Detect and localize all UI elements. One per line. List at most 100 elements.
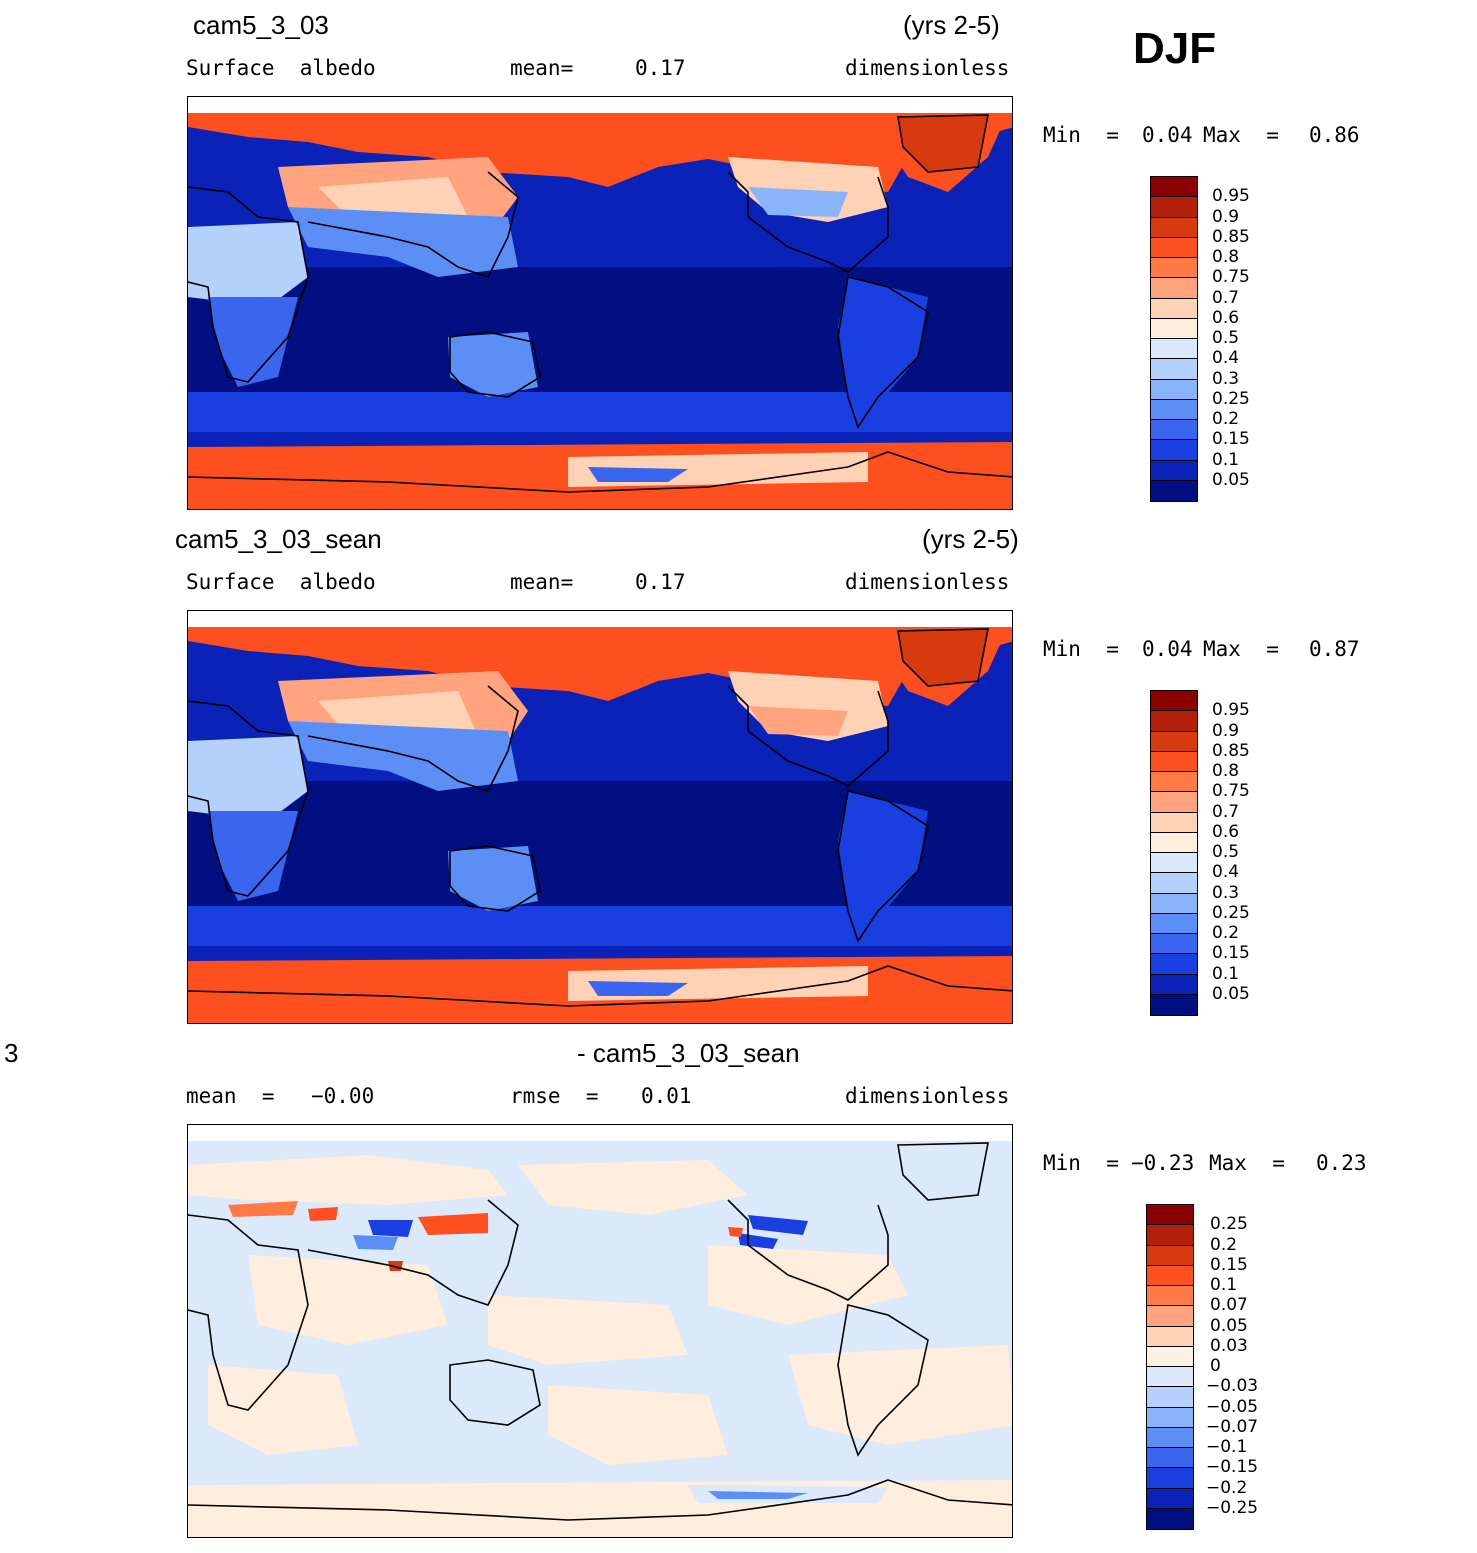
colorbar-tick-label: 0.15 bbox=[1210, 1254, 1248, 1275]
colorbar-segment bbox=[1151, 893, 1197, 914]
colorbar-segment bbox=[1151, 379, 1197, 400]
panel2-mean-label: mean= bbox=[510, 570, 574, 594]
panel3-rmse-value: 0.01 bbox=[641, 1084, 692, 1108]
colorbar-tick-label: 0.15 bbox=[1212, 943, 1250, 964]
panel3-colorbar bbox=[1146, 1204, 1194, 1530]
panel3-colorbar-labels: 0.25 0.2 0.15 0.1 0.07 0.05 0.03 0 −0.03 −0.05 −0.… bbox=[1206, 1204, 1276, 1530]
colorbar-tick-label: 0.85 bbox=[1212, 740, 1250, 761]
colorbar-segment bbox=[1147, 1468, 1193, 1489]
colorbar-tick-label: 0.6 bbox=[1212, 821, 1240, 842]
panel1-max-value: 0.86 bbox=[1309, 123, 1360, 147]
colorbar-tick-label: 0.7 bbox=[1212, 287, 1240, 308]
colorbar-tick-label: 0.8 bbox=[1212, 761, 1240, 781]
colorbar-segment bbox=[1151, 318, 1197, 339]
season-label: DJF bbox=[1133, 24, 1217, 73]
colorbar-segment bbox=[1147, 1225, 1193, 1246]
colorbar-segment bbox=[1151, 853, 1197, 874]
colorbar-segment bbox=[1151, 237, 1197, 258]
panel2-years: (yrs 2-5) bbox=[922, 524, 1019, 554]
panel3-units: dimensionless bbox=[845, 1084, 1010, 1108]
panel3-min-value: −0.23 bbox=[1131, 1151, 1195, 1175]
colorbar-segment bbox=[1151, 298, 1197, 319]
colorbar-tick-label: 0.75 bbox=[1212, 781, 1250, 802]
panel3-case-name: - cam5_3_03_sean bbox=[577, 1038, 800, 1068]
panel3-map-svg bbox=[188, 1125, 1012, 1537]
panel2-variable: Surface albedo bbox=[186, 570, 376, 594]
colorbar-tick-label: 0.05 bbox=[1212, 983, 1250, 1004]
panel1-variable: Surface albedo bbox=[186, 56, 376, 80]
colorbar-tick-label: −0.03 bbox=[1206, 1376, 1259, 1397]
panel1-min-value: 0.04 bbox=[1142, 123, 1193, 147]
panel3-map bbox=[187, 1124, 1013, 1538]
colorbar-tick-label: 0.9 bbox=[1212, 720, 1240, 741]
colorbar-tick-label: 0.5 bbox=[1212, 328, 1240, 348]
panel1-units: dimensionless bbox=[845, 56, 1010, 80]
colorbar-tick-label: −0.2 bbox=[1206, 1477, 1248, 1498]
colorbar-tick-label: 0.7 bbox=[1212, 801, 1240, 822]
colorbar-tick-label: 0.07 bbox=[1210, 1295, 1248, 1316]
colorbar-tick-label: 0.2 bbox=[1212, 923, 1240, 943]
panel3-case-prefix: 3 bbox=[4, 1038, 19, 1068]
panel1-mean-value: 0.17 bbox=[635, 56, 686, 80]
panel3-min-label: Min = bbox=[1043, 1151, 1119, 1175]
colorbar-tick-label: −0.05 bbox=[1206, 1396, 1259, 1417]
colorbar-segment bbox=[1147, 1427, 1193, 1448]
colorbar-segment bbox=[1147, 1306, 1193, 1327]
colorbar-segment bbox=[1147, 1346, 1193, 1367]
colorbar-segment bbox=[1151, 772, 1197, 793]
colorbar-segment bbox=[1151, 731, 1197, 752]
colorbar-segment bbox=[1147, 1387, 1193, 1408]
colorbar-segment bbox=[1147, 1245, 1193, 1266]
colorbar-segment bbox=[1151, 177, 1197, 198]
colorbar-tick-label: 0.25 bbox=[1210, 1214, 1248, 1235]
colorbar-tick-label: 0.2 bbox=[1212, 409, 1240, 429]
panel2-units: dimensionless bbox=[845, 570, 1010, 594]
colorbar-tick-label: 0.8 bbox=[1212, 247, 1240, 267]
colorbar-tick-label: 0.03 bbox=[1210, 1335, 1248, 1356]
colorbar-tick-label: 0.1 bbox=[1212, 963, 1240, 984]
colorbar-tick-label: 0.3 bbox=[1212, 882, 1240, 903]
colorbar-tick-label: 0.2 bbox=[1210, 1234, 1238, 1255]
colorbar-tick-label: 0.5 bbox=[1212, 842, 1240, 862]
colorbar-tick-label: 0.4 bbox=[1212, 862, 1240, 883]
colorbar-tick-label: 0.95 bbox=[1212, 186, 1250, 207]
colorbar-segment bbox=[1151, 440, 1197, 461]
colorbar-segment bbox=[1151, 359, 1197, 380]
colorbar-segment bbox=[1151, 420, 1197, 441]
panel3-rmse-label: rmse = bbox=[510, 1084, 599, 1108]
colorbar-tick-label: 0.85 bbox=[1212, 226, 1250, 247]
colorbar-tick-label: 0.05 bbox=[1212, 469, 1250, 490]
panel1-min-label: Min = bbox=[1043, 123, 1119, 147]
colorbar-segment bbox=[1147, 1265, 1193, 1286]
colorbar-tick-label: 0.4 bbox=[1212, 348, 1240, 369]
colorbar-tick-label: 0.9 bbox=[1212, 206, 1240, 227]
panel2-min-value: 0.04 bbox=[1142, 637, 1193, 661]
colorbar-tick-label: 0.3 bbox=[1212, 368, 1240, 389]
colorbar-tick-label: 0.05 bbox=[1210, 1315, 1248, 1336]
colorbar-tick-label: 0.75 bbox=[1212, 267, 1250, 288]
panel1-map-svg bbox=[188, 97, 1012, 509]
colorbar-segment bbox=[1151, 913, 1197, 934]
panel2-case-name: cam5_3_03_sean bbox=[175, 524, 382, 554]
colorbar-tick-label: −0.25 bbox=[1206, 1497, 1259, 1518]
colorbar-segment bbox=[1151, 691, 1197, 712]
panel3-max-value: 0.23 bbox=[1316, 1151, 1367, 1175]
panel2-min-label: Min = bbox=[1043, 637, 1119, 661]
panel1-colorbar-labels: 0.95 0.9 0.85 0.8 0.75 0.7 0.6 0.5 0.4 0.3 0.25 0.2… bbox=[1208, 176, 1268, 502]
colorbar-segment bbox=[1147, 1286, 1193, 1307]
colorbar-segment bbox=[1151, 339, 1197, 360]
colorbar-segment bbox=[1151, 873, 1197, 894]
colorbar-tick-label: 0 bbox=[1210, 1356, 1221, 1376]
panel1-case-name: cam5_3_03 bbox=[193, 10, 329, 40]
colorbar-segment bbox=[1151, 711, 1197, 732]
panel1-years: (yrs 2-5) bbox=[903, 10, 1000, 40]
colorbar-tick-label: −0.07 bbox=[1206, 1416, 1259, 1437]
colorbar-segment bbox=[1151, 751, 1197, 772]
colorbar-segment bbox=[1151, 812, 1197, 833]
colorbar-segment bbox=[1151, 460, 1197, 481]
colorbar-segment bbox=[1147, 1407, 1193, 1428]
panel1-map bbox=[187, 96, 1013, 510]
panel3-max-label: Max = bbox=[1209, 1151, 1285, 1175]
colorbar-segment bbox=[1151, 832, 1197, 853]
colorbar-segment bbox=[1151, 994, 1197, 1015]
